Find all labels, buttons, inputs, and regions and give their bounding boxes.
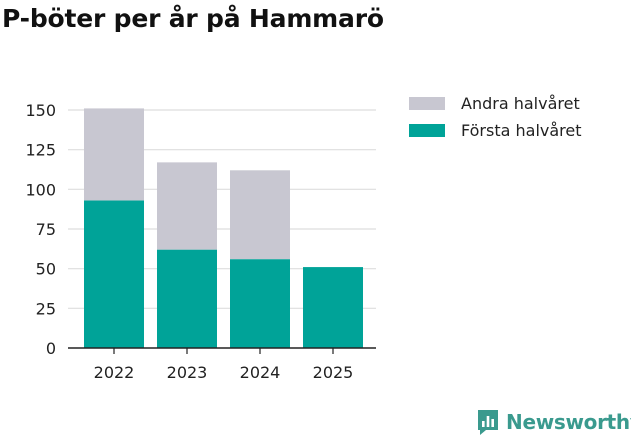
y-tick-label-75: 75: [36, 220, 56, 239]
legend-item-second-half: Andra halvåret: [409, 90, 582, 117]
y-tick-label-150: 150: [25, 101, 56, 120]
legend-swatch-first-half: [409, 124, 445, 137]
chart-title: P-böter per år på Hammarö: [2, 4, 384, 33]
x-tick-label-2022: 2022: [94, 363, 135, 382]
brand-name: Newsworthy: [506, 410, 631, 434]
newsworthy-icon: [478, 410, 498, 435]
bar-second-half-2023: [157, 162, 217, 250]
brand-logo: Newsworthy: [476, 408, 631, 436]
bar-first-half-2022: [84, 200, 144, 348]
y-tick-label-100: 100: [25, 180, 56, 199]
x-tick-label-2023: 2023: [167, 363, 208, 382]
legend: Andra halvåret Första halvåret: [409, 90, 582, 144]
y-tick-label-25: 25: [36, 299, 56, 318]
bar-second-half-2024: [230, 170, 290, 260]
legend-label-second-half: Andra halvåret: [461, 94, 580, 113]
bar-first-half-2024: [230, 259, 290, 348]
legend-item-first-half: Första halvåret: [409, 117, 582, 144]
legend-swatch-second-half: [409, 97, 445, 110]
x-tick-label-2024: 2024: [240, 363, 281, 382]
y-tick-label-0: 0: [46, 339, 56, 358]
bar-first-half-2023: [157, 249, 217, 348]
y-tick-label-125: 125: [25, 141, 56, 160]
bar-second-half-2022: [84, 108, 144, 201]
bar-first-half-2025: [303, 267, 363, 348]
y-tick-label-50: 50: [36, 260, 56, 279]
legend-label-first-half: Första halvåret: [461, 121, 582, 140]
x-tick-label-2025: 2025: [313, 363, 354, 382]
